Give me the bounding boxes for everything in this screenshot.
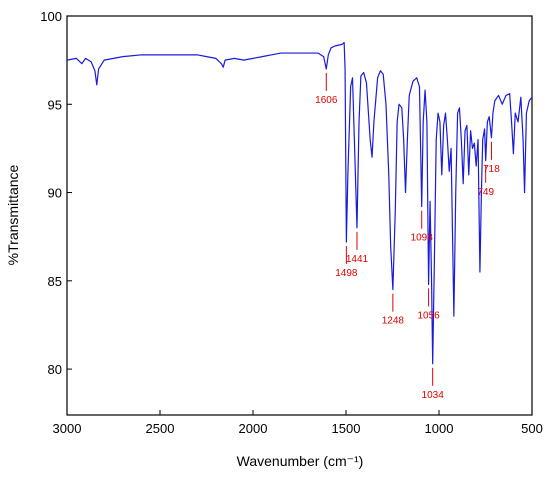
x-tick-label: 500	[521, 421, 543, 436]
x-tick-label: 1500	[332, 421, 361, 436]
y-tick-label: 90	[48, 186, 62, 201]
x-tick-label: 2500	[146, 421, 175, 436]
y-tick-label: 80	[48, 362, 62, 377]
annotation-label: 1034	[422, 390, 445, 401]
annotation-label: 1606	[315, 95, 338, 106]
plot-frame	[66, 15, 533, 416]
y-tick-label: 95	[48, 97, 62, 112]
spectrum-line	[66, 41, 533, 365]
annotation-label: 1441	[346, 254, 369, 265]
annotation-label: 1056	[417, 310, 440, 321]
y-tick-label: 100	[40, 9, 62, 24]
annotation-label: 749	[477, 187, 494, 198]
annotation-label: 1498	[335, 268, 358, 279]
annotation-label: 1093	[411, 233, 434, 244]
x-tick-label: 3000	[53, 421, 82, 436]
x-axis-label: Wavenumber (cm⁻¹)	[237, 453, 364, 469]
x-tick-label: 2000	[239, 421, 268, 436]
x-tick-label: 1000	[425, 421, 454, 436]
y-tick-label: 85	[48, 274, 62, 289]
annotation-label: 1248	[382, 316, 405, 327]
y-axis-label: %Transmittance	[5, 164, 21, 265]
annotation-label: 718	[483, 164, 500, 175]
